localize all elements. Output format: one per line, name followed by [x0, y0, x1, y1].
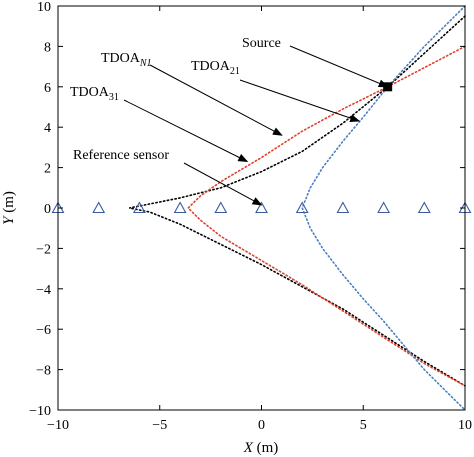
x-tick-label: 10: [458, 418, 472, 433]
curve-tdoa21: [301, 5, 466, 411]
annotation-tdoa-21-label: TDOA21: [191, 59, 240, 77]
sensor-marker-5: [255, 201, 268, 214]
y-tick-label: 4: [44, 121, 51, 136]
sensor-marker-2: [132, 201, 146, 214]
annotations-layer: Source TDOAN1 TDOA21 TDOA31 Reference se…: [70, 36, 389, 206]
axis-ticks: −10 −5 0 5 10 −10 −8 −6 −4 −2 0 2 4 6 8 10: [29, 0, 472, 433]
sensor-marker-4: [214, 201, 228, 214]
annotation-tdoa-31-label: TDOA31: [70, 85, 119, 103]
annotation-tdoa-21-arrow: [239, 79, 361, 122]
sensor-marker-6: [295, 201, 309, 214]
plot-frame: [57, 5, 466, 411]
sensor-marker-3: [173, 201, 187, 214]
annotation-reference-sensor-arrow: [183, 162, 263, 206]
annotation-tdoa-n1-label: TDOAN1: [101, 51, 152, 69]
y-axis-label: Y (m): [1, 191, 17, 225]
curve-tdoaN1: [129, 15, 466, 387]
sensor-marker-1: [92, 201, 106, 214]
y-tick-label: −6: [36, 323, 51, 338]
x-tick-label: −10: [47, 418, 69, 433]
sensor-marker-8: [377, 201, 391, 214]
x-axis-label: X (m): [243, 440, 279, 456]
curves-layer: [129, 5, 466, 411]
x-tick-label: 0: [258, 418, 265, 433]
y-tick-label: 2: [44, 162, 51, 177]
y-tick-label: 8: [44, 40, 51, 55]
y-tick-label: −2: [36, 242, 51, 257]
annotation-source-label: Source: [242, 36, 281, 51]
y-tick-label: 6: [44, 81, 51, 96]
x-tick-label: −5: [152, 418, 167, 433]
annotation-tdoa-n1-arrow: [149, 64, 283, 136]
annotation-reference-sensor-label: Reference sensor: [73, 148, 169, 163]
y-tick-label: −4: [36, 283, 51, 298]
sensor-array: [51, 201, 472, 214]
y-tick-label: −10: [29, 404, 51, 419]
sensor-marker-7: [336, 201, 350, 214]
y-tick-label: 0: [44, 202, 51, 217]
y-tick-label: −8: [36, 364, 51, 379]
y-tick-label: 10: [37, 0, 51, 15]
x-tick-label: 5: [360, 418, 367, 433]
sensor-marker-9: [417, 201, 431, 214]
annotation-tdoa-31-arrow: [123, 99, 249, 162]
annotation-source-arrow: [289, 45, 389, 88]
curve-tdoa31: [187, 45, 466, 387]
